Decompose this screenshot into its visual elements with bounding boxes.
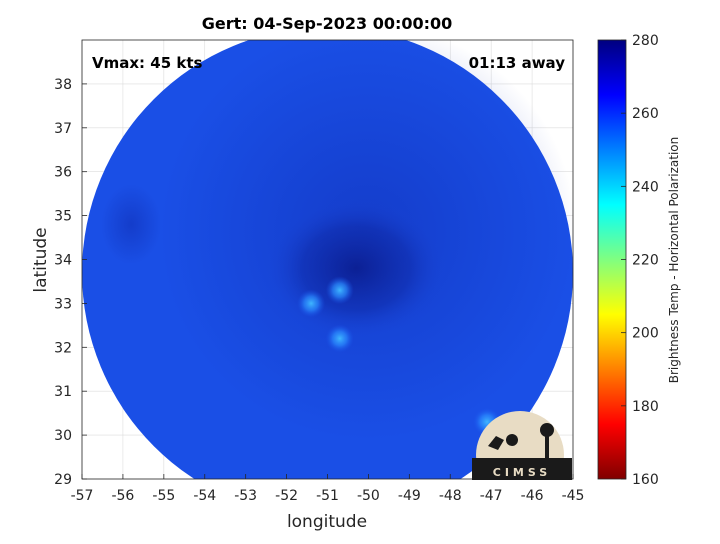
colorbar-tick-label: 180 (632, 399, 659, 415)
y-tick-label: 35 (54, 209, 72, 225)
x-tick-label: -50 (357, 488, 380, 504)
x-tick-label: -45 (562, 488, 585, 504)
x-tick-label: -56 (111, 488, 134, 504)
x-tick-label: -54 (193, 488, 216, 504)
y-tick-label: 29 (54, 472, 72, 488)
colorbar-tick-label: 220 (632, 253, 659, 269)
colorbar-tick-label: 160 (632, 472, 659, 488)
warm-spot (325, 324, 354, 353)
x-axis-label: longitude (287, 512, 367, 532)
y-tick-label: 34 (54, 253, 72, 269)
x-tick-label: -53 (234, 488, 257, 504)
swath-layer (82, 40, 573, 479)
chart-title: Gert: 04-Sep-2023 00:00:00 (202, 14, 453, 33)
x-tick-label: -57 (71, 488, 94, 504)
logo-text: CIMSS (493, 466, 551, 479)
x-tick-label: -48 (439, 488, 462, 504)
storm-band (101, 184, 162, 265)
y-axis: 29 30 31 32 33 34 35 36 37 38 (54, 77, 87, 488)
y-axis-label: latitude (31, 227, 51, 292)
y-tick-label: 31 (54, 384, 72, 400)
x-tick-label: -52 (275, 488, 298, 504)
y-tick-label: 30 (54, 428, 72, 444)
x-tick-label: -46 (521, 488, 544, 504)
colorbar-tick-label: 240 (632, 179, 659, 195)
x-tick-label: -47 (480, 488, 503, 504)
y-tick-label: 33 (54, 296, 72, 312)
y-tick-label: 37 (54, 121, 72, 137)
warm-spot (297, 289, 326, 318)
y-tick-label: 36 (54, 165, 72, 181)
x-tick-label: -55 (152, 488, 175, 504)
vmax-label: Vmax: 45 kts (92, 54, 202, 72)
colorbar-tick-label: 200 (632, 326, 659, 342)
x-axis: -57 -56 -55 -54 -53 -52 -51 -50 -49 -48 -47 -46 -45 (71, 474, 585, 504)
x-tick-label: -49 (398, 488, 421, 504)
y-tick-label: 38 (54, 77, 72, 93)
y-tick-label: 32 (54, 340, 72, 356)
storm-core (266, 198, 447, 339)
cimss-logo: CIMSS (472, 411, 572, 480)
colorbar-label: Brightness Temp - Horizontal Polarizatio… (667, 137, 681, 384)
colorbar-tick-label: 280 (632, 33, 659, 49)
x-tick-label: -51 (316, 488, 339, 504)
warm-spot (325, 276, 354, 305)
colorbar-tick-label: 260 (632, 106, 659, 122)
time-away-label: 01:13 away (469, 54, 566, 72)
colorbar-ticks: 160 180 200 220 240 260 280 (621, 33, 659, 488)
